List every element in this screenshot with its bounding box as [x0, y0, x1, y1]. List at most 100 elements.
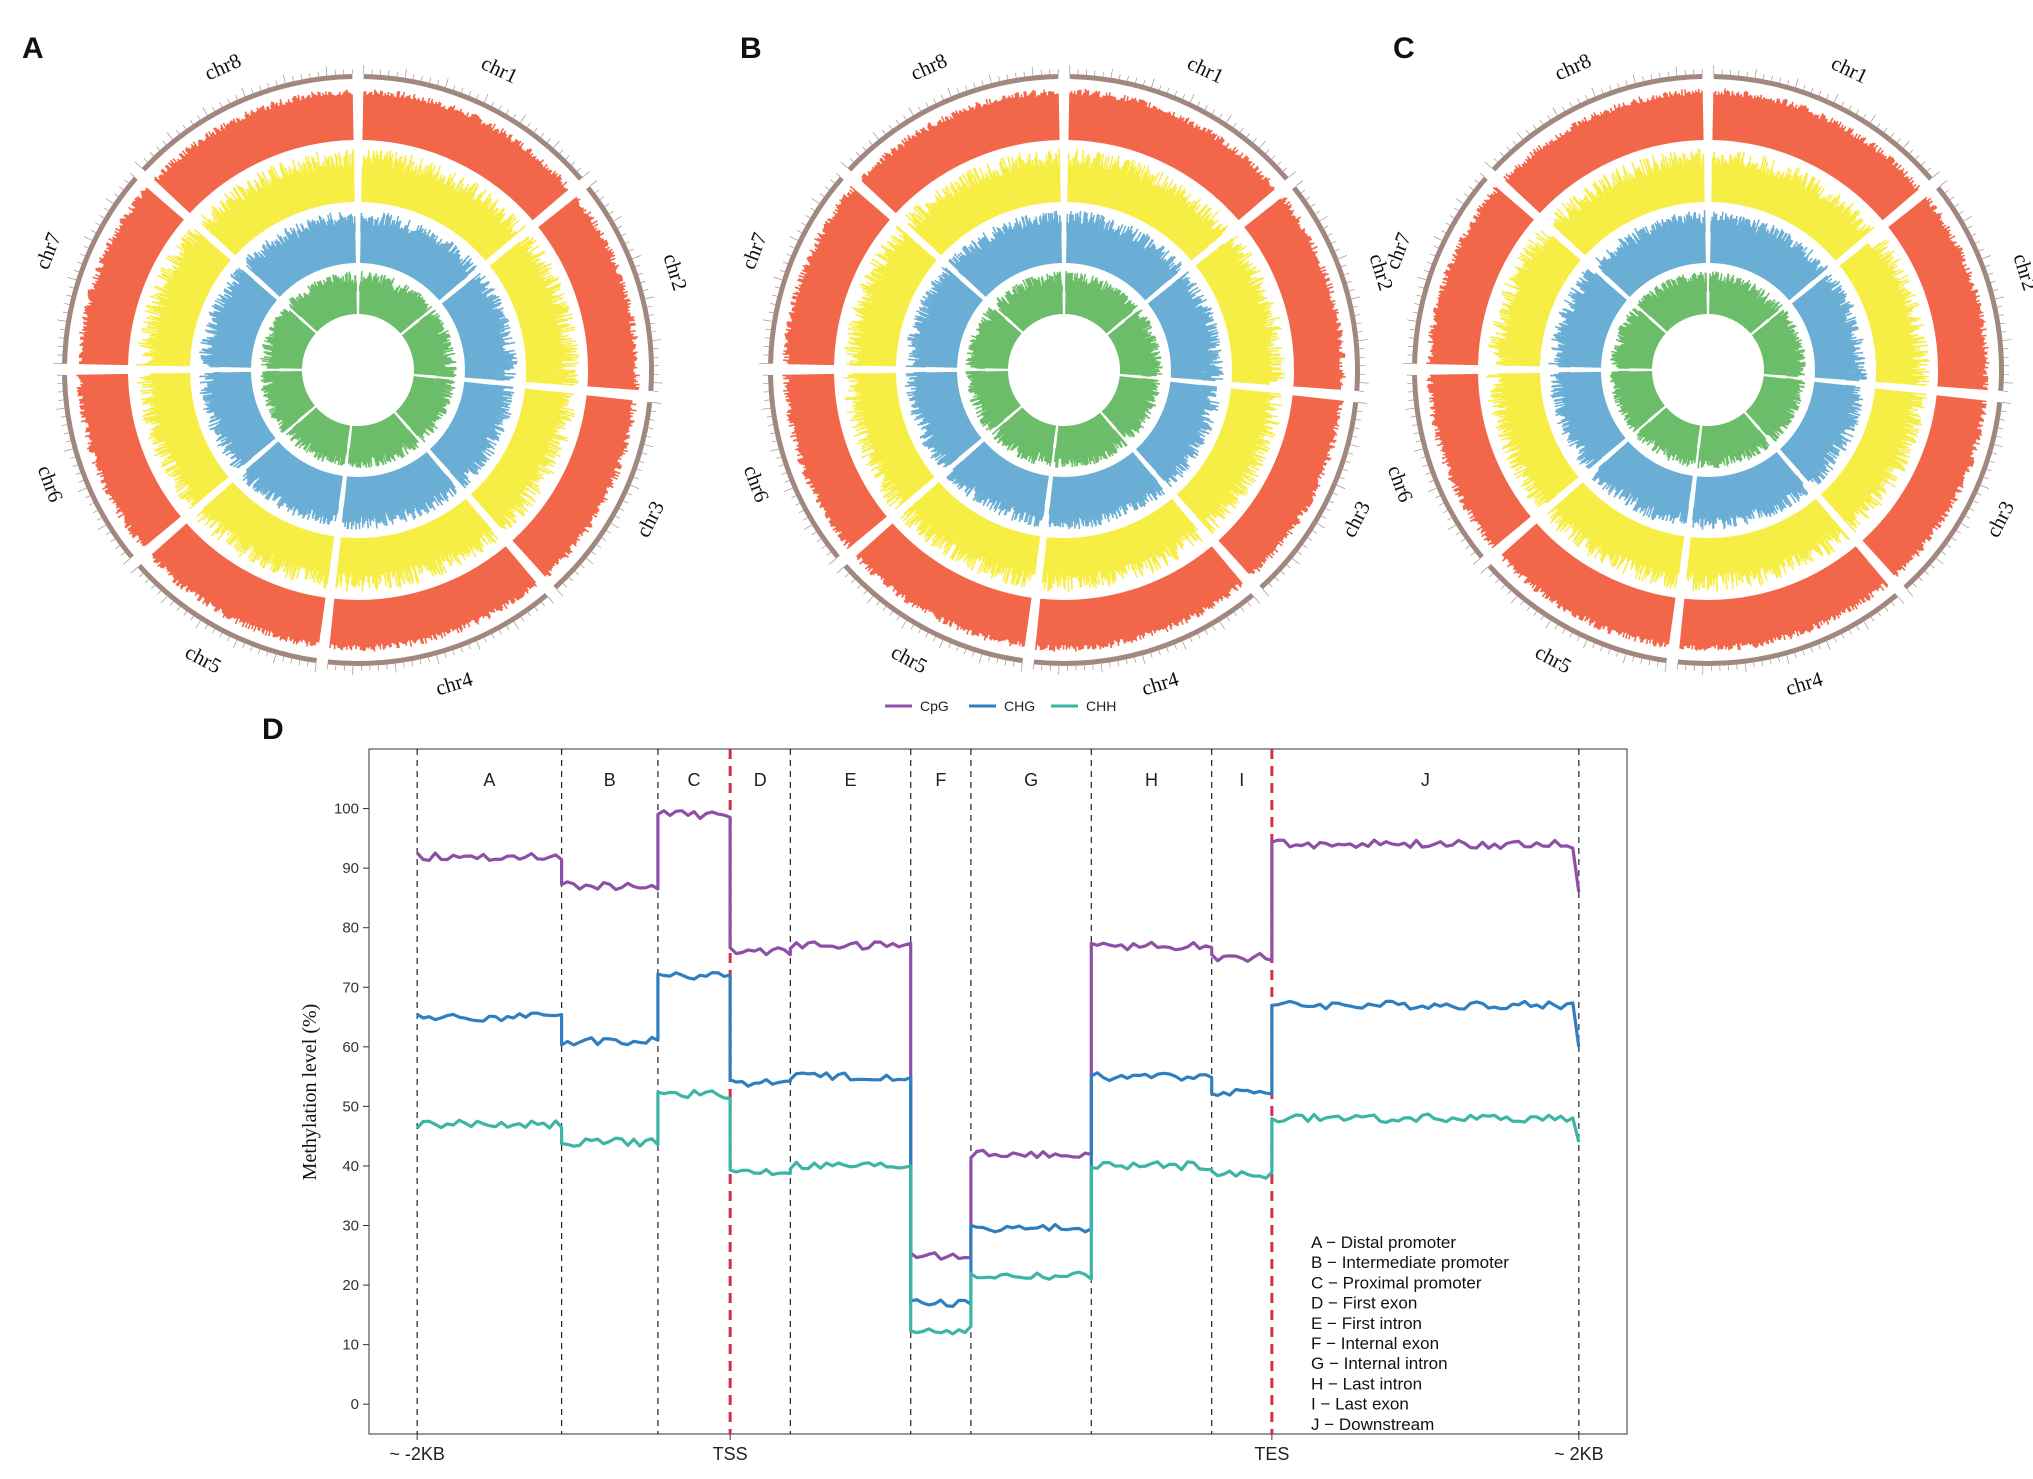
ideogram-tick	[1625, 80, 1628, 86]
ideogram-tick	[1331, 240, 1337, 244]
ideogram-tick	[1405, 407, 1415, 410]
chromosome-chr2: chr2	[1107, 180, 1398, 392]
ideogram-tick	[947, 87, 952, 97]
chromosome-label-chr1: chr1	[478, 51, 522, 89]
ideogram-tick	[1125, 659, 1128, 665]
track-cpg	[1244, 200, 1337, 390]
track-inner-signal	[419, 309, 457, 378]
chromosome-chr6: chr6	[739, 370, 1021, 565]
ideogram-tick	[1954, 203, 1960, 207]
chromosome-label-chr5: chr5	[181, 640, 225, 679]
track-cpg-signal	[570, 196, 640, 391]
ideogram-tick	[604, 203, 610, 207]
ideogram-tick	[1963, 216, 1972, 222]
track-chh-signal	[1800, 384, 1864, 485]
chromosome-label-chr3: chr3	[1337, 497, 1375, 541]
ideogram-tick	[1166, 647, 1169, 653]
ideogram-tick	[948, 643, 951, 649]
chromosome-label-chr5: chr5	[887, 640, 931, 679]
track-cpg-signal	[1501, 551, 1670, 648]
track-cpg	[329, 546, 534, 643]
track-cpg-signal	[1713, 88, 1921, 194]
ideogram-tick	[428, 657, 430, 663]
track-cpg	[512, 395, 629, 573]
ideogram-tick	[89, 502, 94, 506]
chromosome-chr3: chr3	[1745, 376, 2019, 597]
chromosome-chr4: chr4	[1032, 412, 1261, 700]
ideogram-tick	[574, 571, 579, 575]
ideogram-tick	[170, 601, 174, 606]
ideogram-tick	[120, 552, 125, 556]
ideogram-tick	[764, 399, 770, 401]
ideogram-tick	[83, 245, 89, 249]
ideogram-tick	[491, 633, 495, 639]
track-cpg	[154, 523, 326, 640]
ideogram-tick	[72, 464, 78, 467]
ideogram-tick	[1918, 577, 1923, 582]
track-chg	[1195, 247, 1262, 385]
y-tick-label: 60	[342, 1039, 359, 1056]
ideogram-tick	[640, 280, 646, 283]
ideogram-tick	[1189, 637, 1193, 643]
ideogram-tick	[1023, 71, 1025, 77]
ideogram-tick	[1274, 577, 1279, 582]
ideogram-tick	[235, 94, 238, 100]
ideogram-tick	[1532, 124, 1537, 130]
ideogram-tick	[1428, 487, 1437, 492]
ideogram-tick	[204, 624, 208, 630]
ideogram-tick	[1650, 74, 1653, 80]
ideogram-tick	[1754, 68, 1757, 78]
ideogram-tick	[1240, 607, 1245, 612]
ideogram-tick	[623, 500, 629, 504]
ideogram-tick	[1004, 660, 1007, 666]
track-cpg	[85, 373, 181, 544]
track-chg	[919, 172, 1061, 256]
track-chh-signal	[360, 212, 478, 281]
ideogram-tick	[1212, 625, 1216, 631]
ideogram-tick	[1616, 651, 1619, 657]
ideogram-tick	[1219, 621, 1225, 630]
chromosome-chr1: chr1	[1064, 51, 1296, 334]
ideogram-tick	[1779, 77, 1781, 83]
ideogram-tick	[1601, 88, 1604, 94]
ideogram-tick	[816, 538, 822, 542]
track-chh	[1066, 231, 1170, 301]
ideogram-tick	[436, 655, 440, 665]
ideogram-tick	[1307, 537, 1313, 541]
chromosome-chr2: chr2	[401, 180, 692, 392]
ideogram-tick	[1413, 432, 1419, 435]
ideogram-tick	[1738, 70, 1740, 76]
ideogram-tick	[1341, 264, 1347, 267]
track-chh	[1569, 371, 1626, 459]
region-key-item: J − Downstream	[1311, 1415, 1434, 1434]
track-chh	[1606, 231, 1706, 297]
region-key-item: G − Internal intron	[1311, 1354, 1448, 1373]
ideogram-tick	[1833, 94, 1839, 103]
ideogram-tick	[1912, 583, 1917, 588]
ideogram-tick	[632, 255, 641, 260]
track-cpg	[538, 200, 631, 390]
ideogram-tick	[606, 530, 611, 534]
ideogram-tick	[1623, 654, 1627, 664]
ideogram-tick	[652, 339, 662, 341]
ideogram-tick	[933, 98, 937, 104]
ideogram-tick	[2001, 410, 2007, 412]
ideogram-tick	[1425, 472, 1431, 475]
ideogram-tick	[1110, 68, 1113, 78]
track-chg	[1176, 388, 1261, 517]
track-cpg	[1435, 373, 1531, 544]
ideogram-tick	[1941, 551, 1946, 555]
ideogram-tick	[76, 261, 82, 265]
ideogram-tick	[556, 589, 564, 597]
track-inner	[1709, 290, 1769, 334]
ideogram-tick	[1455, 198, 1464, 204]
y-tick-label: 100	[334, 801, 359, 818]
ideogram-tick	[1422, 464, 1428, 467]
chromosome-chr5: chr5	[130, 407, 351, 679]
ideogram-tick	[113, 193, 119, 197]
chromosome-chr1: chr1	[358, 51, 590, 334]
ideogram-tick	[1346, 280, 1352, 283]
chromosome-chr4: chr4	[1676, 412, 1905, 700]
ideogram-tick	[157, 590, 162, 595]
ideogram-tick	[298, 660, 301, 666]
